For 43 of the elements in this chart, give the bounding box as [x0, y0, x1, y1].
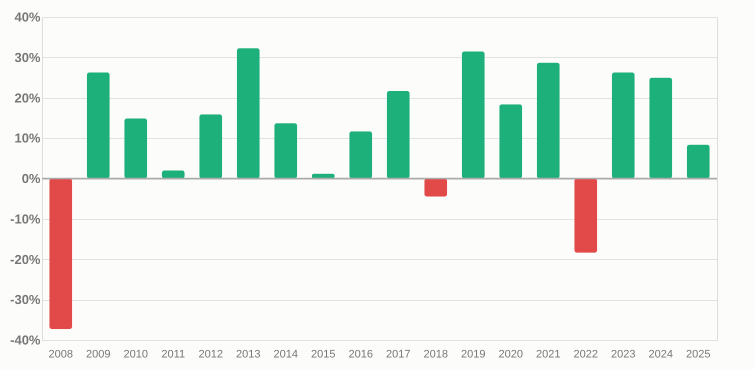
bar: [124, 118, 148, 178]
x-tick-label: 2020: [498, 348, 523, 360]
bar: [386, 90, 410, 178]
x-tick-label: 2009: [86, 348, 110, 360]
x-tick-label: 2012: [198, 348, 223, 360]
y-tick-label: 40%: [14, 10, 41, 24]
x-tick-label: 2024: [648, 348, 673, 360]
x-tick-label: 2008: [48, 348, 73, 360]
bar: [462, 51, 485, 178]
bar: [86, 72, 110, 178]
bar: [686, 144, 710, 178]
bar: [536, 62, 560, 178]
y-tick-label: 20%: [14, 90, 41, 106]
x-tick-label: 2023: [611, 348, 636, 360]
x-tick-label: 2019: [461, 348, 486, 360]
bar: [199, 114, 222, 178]
x-tick-label: 2018: [424, 348, 448, 360]
bar: [499, 104, 522, 178]
bar: [49, 178, 72, 330]
bar: [349, 131, 372, 178]
y-tick-label: 30%: [14, 50, 41, 65]
x-tick-label: 2010: [124, 348, 148, 360]
bar: [574, 178, 598, 253]
x-tick-label: 2013: [236, 348, 260, 360]
x-tick-label: 2015: [311, 348, 336, 360]
x-tick-label: 2022: [574, 348, 598, 360]
bar: [424, 178, 448, 197]
y-tick-label: -10%: [10, 211, 41, 226]
bar: [236, 48, 260, 178]
x-tick-label: 2025: [686, 348, 710, 360]
y-tick-label: 10%: [14, 130, 41, 146]
y-tick-label: -30%: [10, 292, 41, 308]
x-tick-label: 2021: [536, 348, 560, 360]
bar: [612, 72, 635, 178]
x-tick-label: 2017: [386, 348, 410, 360]
x-tick-label: 2014: [274, 348, 298, 360]
y-tick-label: 0%: [22, 171, 41, 186]
y-tick-label: -20%: [10, 252, 41, 267]
bar: [274, 123, 298, 178]
x-tick-label: 2011: [161, 348, 186, 360]
bar: [649, 78, 672, 178]
y-tick-label: -40%: [10, 332, 41, 348]
x-tick-label: 2016: [348, 348, 373, 360]
